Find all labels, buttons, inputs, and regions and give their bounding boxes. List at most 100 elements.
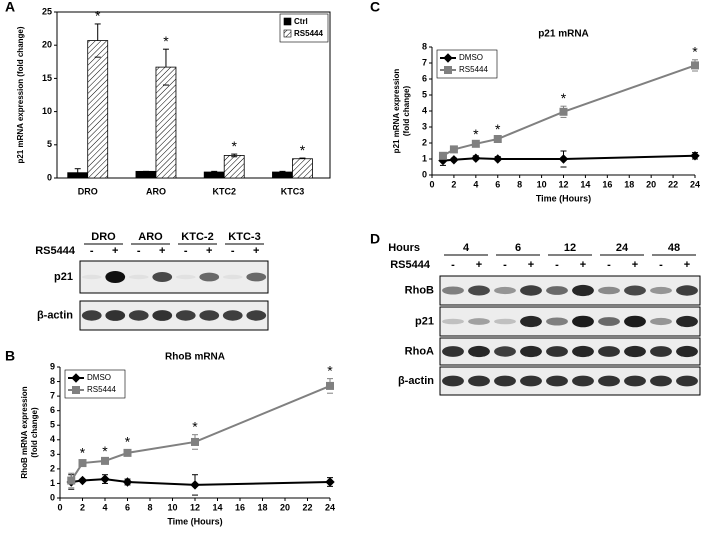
lane-label: - [555,259,559,271]
significance-mark: * [102,443,108,459]
band [199,310,220,321]
band [468,345,490,358]
legend-label: DMSO [87,373,111,382]
significance-mark: * [300,142,306,158]
bar [67,172,89,179]
y-tick-label: 9 [50,361,55,371]
band [222,274,243,280]
point [471,153,481,163]
bar [135,170,157,179]
x-tick-label: 18 [624,179,634,189]
y-axis-label: p21 mRNA expression [392,69,401,154]
y-tick-label: 8 [50,376,55,386]
group-label: 6 [515,242,521,254]
band [128,274,149,280]
band [624,315,646,328]
x-tick-label: 4 [102,502,107,512]
band [442,375,464,387]
band [546,286,568,295]
lane-label: + [159,245,165,257]
lane-label: + [528,259,534,271]
y-tick-label: 2 [50,463,55,473]
x-tick-label: 20 [280,502,290,512]
band [546,375,568,387]
x-tick-label: 4 [473,179,478,189]
band [199,272,220,282]
x-tick-label: 22 [668,179,678,189]
lane-label: + [112,245,118,257]
x-tick-label: 10 [167,502,177,512]
group-label: 24 [616,242,629,254]
x-tick-label: 24 [325,502,335,512]
band [494,286,516,295]
y-tick-label: 0 [422,169,427,179]
band [105,271,126,283]
chart-title: RhoB mRNA [165,352,225,363]
y-tick-label: 0 [47,172,52,182]
bar [155,66,177,179]
lane-label: + [206,245,212,257]
y-tick-label: 6 [50,405,55,415]
y-tick-label: 4 [50,434,55,444]
legend-label: RS5444 [87,385,116,394]
row-label: p21 [415,315,434,327]
lane-label: + [580,259,586,271]
series-line [442,64,696,157]
panel-letter: D [370,231,380,247]
band [152,310,173,321]
significance-mark: * [125,434,131,450]
band [572,315,594,328]
series-line [71,478,331,486]
band [468,375,490,387]
x-tick-label: 8 [517,179,522,189]
point [77,475,88,486]
significance-mark: * [327,362,333,378]
lane-label: - [503,259,507,271]
band [81,274,102,280]
chart-title: p21 mRNA [538,29,589,40]
point [691,61,699,70]
treatment-label: RS5444 [35,245,76,257]
significance-mark: * [95,8,101,24]
point [326,381,334,390]
blot-strip [79,260,269,294]
legend-label: Ctrl [294,17,308,26]
band [572,284,594,297]
bar [203,171,225,179]
panel-letter: A [5,0,15,15]
x-tick-label: 22 [302,502,312,512]
lane-label: - [90,245,94,257]
band [650,375,672,387]
point [471,139,480,148]
y-tick-label: 1 [50,478,55,488]
band [494,375,516,387]
blot-header: Hours [388,242,420,254]
band [175,274,196,280]
significance-mark: * [473,126,479,142]
x-tick-label: ARO [146,186,166,196]
significance-mark: * [692,44,698,60]
band [546,317,568,326]
y-tick-label: 7 [422,57,427,67]
x-tick-label: 0 [57,502,62,512]
band [442,286,464,295]
band [676,285,698,296]
lane-label: - [659,259,663,271]
point [443,53,453,63]
point [493,154,503,164]
y-tick-label: 20 [42,40,52,50]
group-label: 48 [668,242,680,254]
band [175,310,196,321]
group-label: ARO [138,231,163,243]
lane-label: + [684,259,690,271]
significance-mark: * [163,33,169,49]
x-tick-label: 2 [80,502,85,512]
point [67,476,76,485]
x-tick-label: 14 [212,502,222,512]
band [624,345,646,358]
band [650,317,672,326]
band [676,345,698,358]
x-axis-label: Time (Hours) [167,516,222,526]
lane-label: + [253,245,259,257]
